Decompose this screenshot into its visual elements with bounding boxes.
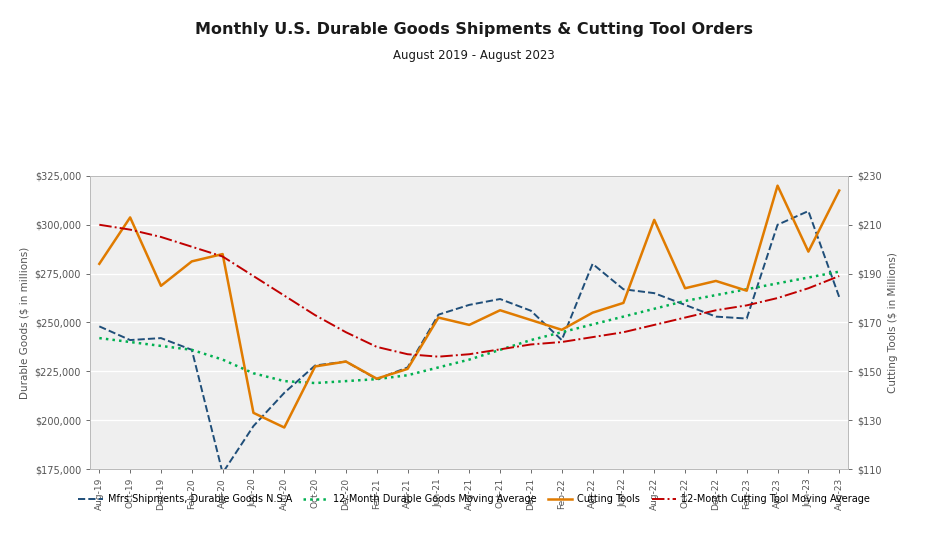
Text: August 2019 - August 2023: August 2019 - August 2023 [393, 50, 555, 62]
Y-axis label: Cutting Tools ($ in Millions): Cutting Tools ($ in Millions) [887, 252, 898, 393]
Legend: Mfrs Shipments, Durable Goods N.S.A, 12-Month Durable Goods Moving Average, Cutt: Mfrs Shipments, Durable Goods N.S.A, 12-… [79, 494, 869, 504]
Text: Monthly U.S. Durable Goods Shipments & Cutting Tool Orders: Monthly U.S. Durable Goods Shipments & C… [195, 22, 753, 37]
Y-axis label: Durable Goods ($ in millions): Durable Goods ($ in millions) [19, 246, 29, 399]
